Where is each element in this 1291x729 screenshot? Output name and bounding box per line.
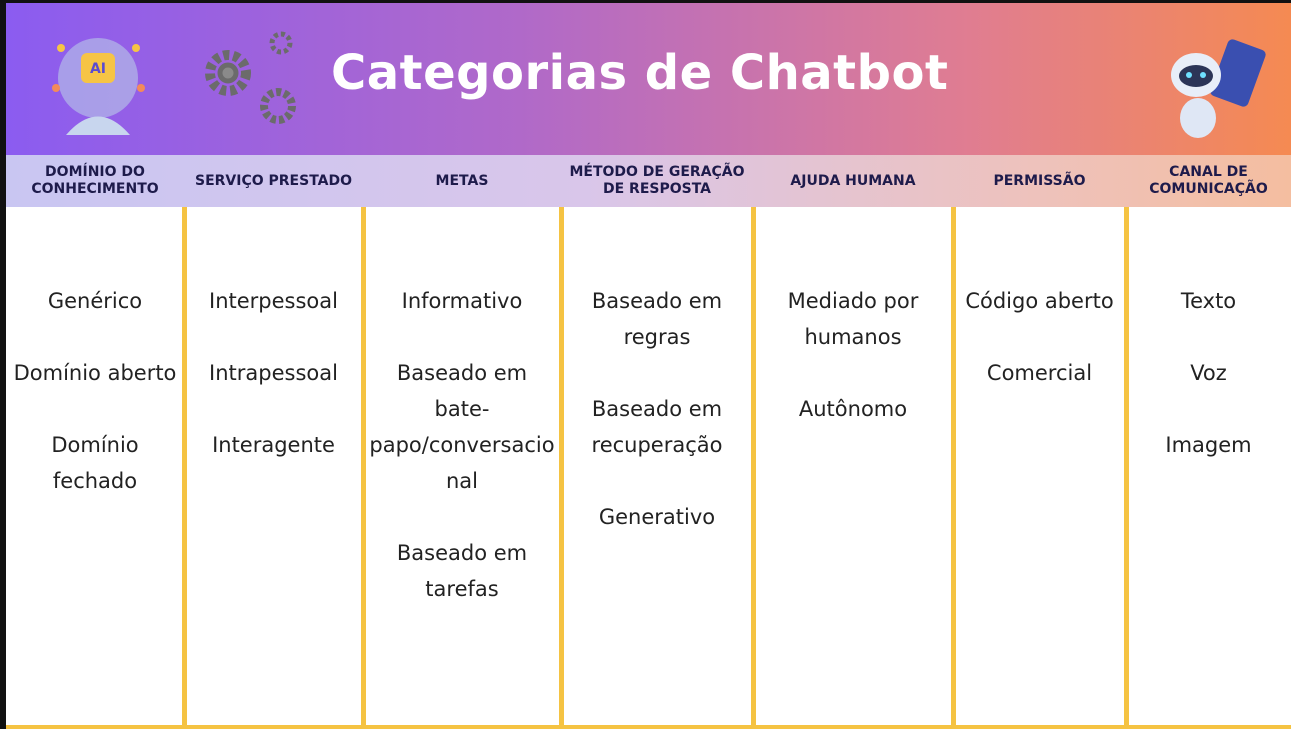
banner-icons: AI [52,31,1266,138]
svg-text:AI: AI [90,61,106,77]
category-item: Informativo [401,289,523,313]
category-item: Interpessoal [209,289,338,313]
column-heading: MÉTODO DE GERAÇÃO DE RESPOSTA [569,164,745,197]
ai-head-icon: AI [52,38,145,135]
category-item: Baseado em tarefas [396,541,528,601]
title: Categorias de Chatbot [331,45,949,101]
category-item: Baseado em regras [591,289,723,349]
robot-icon [1171,39,1266,138]
column-heading: DOMÍNIO DO CONHECIMENTO [31,164,159,197]
category-item: Domínio fechado [51,433,139,493]
column-items: Código aberto Comercial [953,283,1126,427]
column-heading: PERMISSÃO [993,172,1086,189]
column-heading: SERVIÇO PRESTADO [194,172,353,189]
column-items: Mediado por humanos Autônomo [753,283,953,463]
column-divider [751,207,756,729]
column-items: Genérico Domínio aberto Domínio fechado [6,283,184,535]
category-item: Intrapessoal [209,361,338,385]
column-divider [182,207,187,729]
category-item: Baseado em bate-papo/conversacional [369,361,555,493]
category-item: Código aberto [965,289,1114,313]
column-items: Baseado em regras Baseado em recuperação G… [561,283,753,571]
category-item: Texto [1180,289,1237,313]
category-item: Genérico [47,289,143,313]
gears-icon [205,31,296,124]
column-heading: AJUDA HUMANA [790,172,916,189]
column-heading: CANAL DE COMUNICAÇÃO [1149,164,1268,197]
category-item: Voz [1190,361,1227,385]
category-item: Domínio aberto [13,361,177,385]
column-divider [361,207,366,729]
bottom-line [6,725,1291,729]
category-item: Mediado por humanos [787,289,919,349]
column-divider [559,207,564,729]
column-divider [1124,207,1129,729]
category-item: Comercial [986,361,1093,385]
category-item: Generativo [598,505,716,529]
column-heading: METAS [435,172,489,189]
category-item: Interagente [212,433,335,457]
category-item: Baseado em recuperação [591,397,723,457]
header-band [6,155,1291,207]
title-banner: AI Categorias de Chatbot [6,3,1291,155]
column-items: Informativo Baseado em bate-papo/conversa… [363,283,561,643]
column-items: Interpessoal Intrapessoal Interagente [184,283,363,499]
category-item: Imagem [1165,433,1252,457]
category-item: Autônomo [798,397,908,421]
column-divider [951,207,956,729]
column-items: Texto Voz Imagem [1126,283,1291,499]
